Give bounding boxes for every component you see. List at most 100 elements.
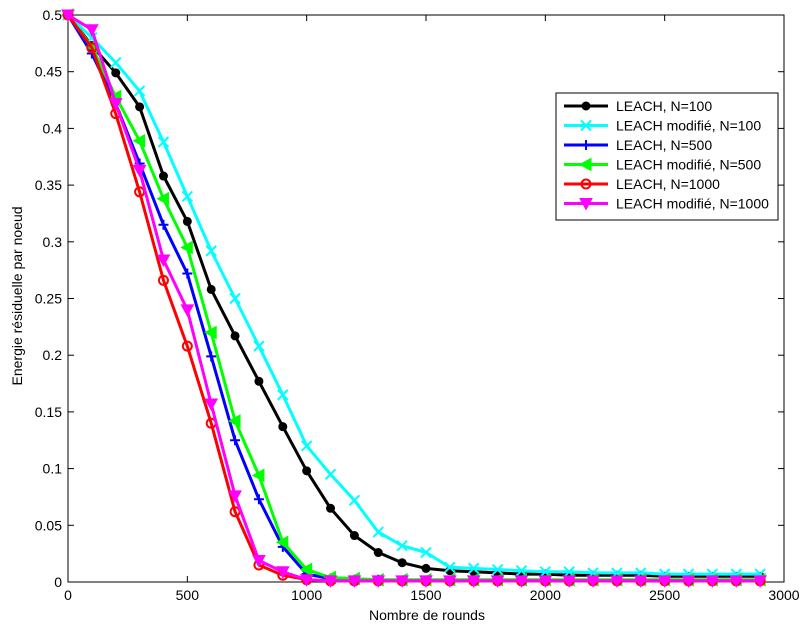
data-point (681, 575, 696, 588)
y-tick-label: 0.5 (43, 7, 63, 23)
data-point (157, 136, 170, 148)
legend-marker (581, 101, 591, 111)
y-axis-title: Energie résiduelle par noeud (9, 206, 25, 385)
x-tick-label: 0 (64, 587, 72, 603)
data-point (206, 284, 216, 294)
data-point (419, 575, 433, 588)
data-point (371, 575, 386, 588)
legend-item: LEACH, N=100 (564, 98, 712, 114)
data-point (229, 292, 241, 305)
data-point (515, 564, 528, 577)
legend-item: LEACH, N=500 (564, 137, 712, 153)
data-point (61, 9, 75, 23)
data-point (157, 274, 169, 286)
y-tick-label: 0.35 (35, 177, 62, 193)
data-point (206, 351, 217, 362)
data-point (753, 575, 767, 588)
data-point (181, 190, 194, 203)
series-line (66, 13, 761, 576)
x-tick-label: 500 (176, 587, 200, 603)
data-point (705, 575, 720, 588)
legend-label: LEACH, N=500 (616, 137, 712, 153)
data-point (395, 575, 409, 588)
series-line (67, 13, 761, 583)
data-point (490, 575, 505, 588)
data-point (251, 468, 265, 483)
data-point (466, 575, 481, 588)
y-tick-label: 0.2 (43, 347, 63, 363)
data-point (228, 490, 242, 503)
legend-item: LEACH, N=1000 (564, 176, 720, 192)
y-tick-label: 0.4 (43, 120, 63, 136)
data-point (324, 468, 337, 480)
legend-box (555, 92, 779, 221)
data-point (204, 398, 219, 412)
data-point (253, 494, 264, 505)
legend-marker (581, 140, 591, 150)
legend-item: LEACH modifié, N=100 (564, 118, 761, 134)
data-point (657, 575, 672, 588)
data-point (421, 563, 431, 573)
data-point (132, 164, 147, 178)
data-point (326, 503, 336, 513)
data-point (230, 331, 240, 341)
legend-marker (580, 178, 592, 190)
data-point (396, 540, 408, 552)
data-point (349, 531, 359, 541)
data-point (302, 466, 312, 476)
y-tick-label: 0.3 (43, 234, 63, 250)
data-point (278, 422, 288, 432)
data-point (111, 68, 121, 78)
data-point (228, 414, 241, 428)
legend-label: LEACH modifié, N=1000 (616, 196, 769, 212)
data-point (204, 325, 217, 340)
data-point (108, 97, 123, 111)
legend-label: LEACH, N=100 (616, 98, 712, 114)
data-point (156, 254, 171, 267)
data-point (182, 216, 192, 226)
data-point (610, 575, 624, 588)
y-tick-label: 0.45 (35, 64, 62, 80)
data-point (205, 245, 217, 257)
data-point (300, 440, 313, 452)
data-point (491, 563, 504, 576)
x-tick-label: 1500 (410, 587, 441, 603)
legend-label: LEACH, N=1000 (616, 176, 720, 192)
data-point (373, 548, 383, 558)
data-point (275, 566, 290, 579)
data-point (420, 546, 432, 559)
data-point (538, 575, 553, 588)
data-point (158, 171, 168, 181)
data-point (180, 240, 193, 255)
y-tick-label: 0.25 (35, 291, 62, 307)
data-point (275, 535, 289, 550)
data-point (514, 575, 529, 588)
data-point (468, 562, 480, 575)
data-point (347, 575, 362, 588)
x-tick-label: 2000 (530, 587, 561, 603)
data-point (444, 561, 456, 573)
legend-label: LEACH modifié, N=500 (616, 157, 761, 173)
data-point (299, 574, 314, 587)
data-point (182, 268, 193, 279)
data-point (252, 554, 266, 568)
data-point (443, 575, 457, 588)
y-tick-label: 0 (54, 574, 62, 590)
data-point (132, 134, 146, 148)
data-point (323, 575, 338, 588)
y-tick-label: 0.05 (35, 517, 62, 533)
legend-marker (578, 157, 592, 172)
series-6 (61, 9, 767, 588)
legend-marker (580, 119, 592, 132)
data-point (230, 435, 241, 446)
data-point (729, 575, 744, 588)
data-point (397, 558, 407, 568)
data-point (110, 56, 122, 69)
y-tick-label: 0.1 (43, 461, 63, 477)
data-point (348, 494, 361, 507)
data-point (85, 24, 99, 37)
x-tick-label: 2500 (649, 587, 680, 603)
data-point (180, 304, 195, 317)
x-tick-label: 1000 (291, 587, 322, 603)
legend-item: LEACH modifié, N=500 (564, 157, 761, 173)
